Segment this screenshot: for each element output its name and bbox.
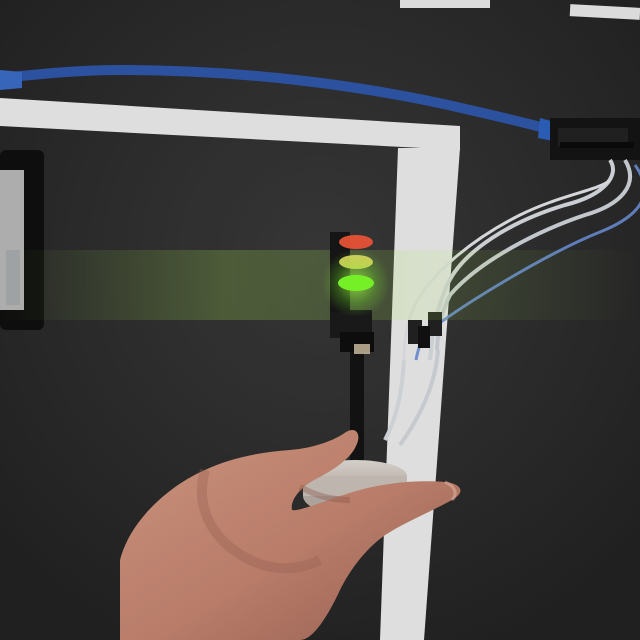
tape-top-right [569, 4, 640, 20]
traffic-light-module [322, 232, 390, 476]
led-green [338, 275, 374, 291]
usb-cable [0, 64, 565, 137]
microcontroller-board [550, 118, 640, 160]
green-light-glow [0, 250, 640, 320]
led-red [339, 235, 373, 249]
usb-plug-left [0, 70, 22, 90]
hand [120, 429, 461, 640]
tape-top-mid [400, 0, 490, 8]
tape-horizontal [0, 98, 460, 150]
